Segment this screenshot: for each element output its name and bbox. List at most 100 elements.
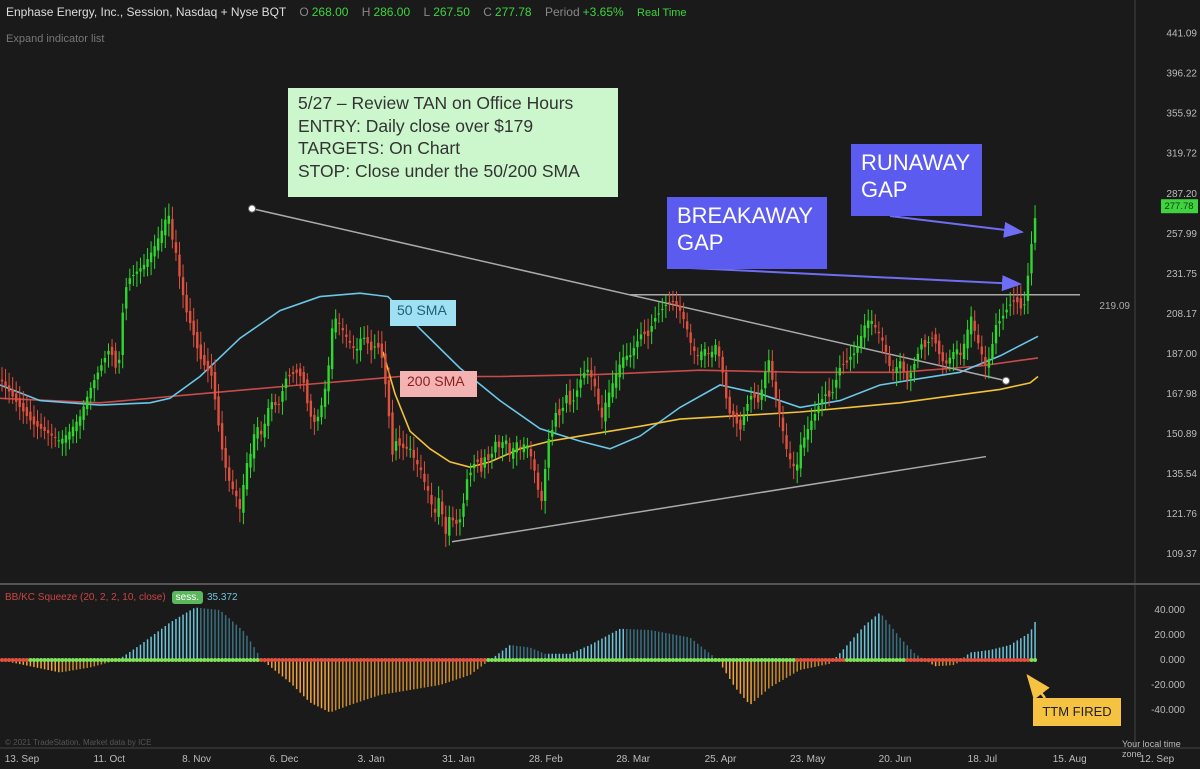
squeeze-off-dot xyxy=(49,658,54,662)
squeeze-off-dot xyxy=(617,658,622,662)
squeeze-off-dot xyxy=(184,658,189,662)
candle-down xyxy=(756,394,760,403)
squeeze-off-dot xyxy=(727,658,732,662)
candle-up xyxy=(657,313,660,315)
squeeze-off-dot xyxy=(855,658,860,662)
candle-down xyxy=(597,388,600,405)
squeeze-off-dot xyxy=(202,658,207,662)
squeeze-off-dot xyxy=(553,658,558,662)
high-value: 286.00 xyxy=(373,5,411,19)
candle-up xyxy=(501,442,504,449)
indicator-value: 35.372 xyxy=(207,592,238,603)
squeeze-off-dot xyxy=(191,658,196,662)
squeeze-off-dot xyxy=(110,658,115,662)
candle-down xyxy=(29,411,32,421)
trade-note: 5/27 – Review TAN on Office Hours ENTRY:… xyxy=(288,88,618,197)
squeeze-off-dot xyxy=(35,658,40,662)
squeeze-on-dot xyxy=(418,658,423,662)
expand-indicator-list[interactable]: Expand indicator list xyxy=(6,33,105,45)
squeeze-on-dot xyxy=(17,658,22,662)
squeeze-off-dot xyxy=(592,658,597,662)
squeeze-on-dot xyxy=(262,658,267,662)
resistance-level-label: 219.09 xyxy=(1099,301,1130,312)
candle-down xyxy=(643,331,646,335)
squeeze-on-dot xyxy=(1008,658,1013,662)
candle-down xyxy=(788,453,792,460)
candle-up xyxy=(86,396,89,410)
candle-down xyxy=(309,400,313,417)
squeeze-off-dot xyxy=(724,658,729,662)
candle-down xyxy=(235,490,238,497)
candle-up xyxy=(458,519,462,523)
squeeze-on-dot xyxy=(326,658,331,662)
candle-down xyxy=(735,412,739,424)
candle-down xyxy=(366,336,369,344)
squeeze-off-dot xyxy=(649,658,654,662)
squeeze-on-dot xyxy=(308,658,313,662)
candle-down xyxy=(416,460,419,465)
candle-down xyxy=(945,360,948,364)
squeeze-on-dot xyxy=(337,658,342,662)
trendline xyxy=(451,455,987,543)
sma50-label: 50 SMA xyxy=(390,300,456,326)
candle-up xyxy=(121,312,124,356)
squeeze-off-dot xyxy=(862,658,867,662)
candle-down xyxy=(476,459,479,462)
squeeze-on-dot xyxy=(408,658,413,662)
candle-down xyxy=(299,368,302,377)
squeeze-on-dot xyxy=(919,658,924,662)
ttm-fired-label: TTM FIRED xyxy=(1033,698,1121,726)
candle-down xyxy=(959,352,962,356)
squeeze-on-dot xyxy=(944,658,949,662)
squeeze-off-dot xyxy=(213,658,217,662)
candle-down xyxy=(387,380,391,417)
candle-up xyxy=(614,373,618,388)
squeeze-on-dot xyxy=(905,658,910,662)
session-badge: sess. xyxy=(171,591,203,604)
squeeze-off-dot xyxy=(142,658,146,662)
squeeze-off-dot xyxy=(557,658,562,662)
candle-down xyxy=(291,372,295,375)
squeeze-on-dot xyxy=(443,658,448,662)
squeeze-on-dot xyxy=(912,658,917,662)
squeeze-off-dot xyxy=(85,658,90,662)
squeeze-on-dot xyxy=(401,658,406,662)
time-tick-label: 18. Jul xyxy=(968,754,997,765)
squeeze-on-dot xyxy=(305,658,310,662)
candle-up xyxy=(813,413,817,421)
candle-down xyxy=(845,360,849,363)
squeeze-off-dot xyxy=(237,658,242,662)
candle-up xyxy=(167,215,171,224)
squeeze-on-dot xyxy=(802,658,807,662)
candle-down xyxy=(46,430,50,434)
squeeze-on-dot xyxy=(24,658,29,662)
squeeze-on-dot xyxy=(355,658,359,662)
time-tick-label: 11. Oct xyxy=(94,754,126,765)
squeeze-off-dot xyxy=(610,658,615,662)
candle-down xyxy=(902,361,905,373)
squeeze-on-dot xyxy=(394,658,399,662)
candle-down xyxy=(341,328,344,331)
candle-up xyxy=(831,392,834,394)
squeeze-on-dot xyxy=(280,658,285,662)
squeeze-on-dot xyxy=(937,658,942,662)
squeeze-off-dot xyxy=(39,658,44,662)
candle-up xyxy=(409,448,412,450)
candle-up xyxy=(710,351,714,358)
candle-up xyxy=(849,356,852,360)
candle-up xyxy=(927,341,930,343)
squeeze-off-dot xyxy=(1029,658,1034,662)
candle-up xyxy=(1026,275,1030,301)
candle-down xyxy=(231,481,234,490)
squeeze-off-dot xyxy=(124,658,129,662)
candle-up xyxy=(969,316,973,335)
squeeze-off-dot xyxy=(28,658,33,662)
candle-up xyxy=(622,357,625,368)
candle-up xyxy=(281,391,284,402)
squeeze-on-dot xyxy=(340,658,345,662)
candle-up xyxy=(330,328,334,370)
candle-up xyxy=(512,448,515,459)
runaway-arrow xyxy=(889,215,1024,238)
note-line-1: 5/27 – Review TAN on Office Hours xyxy=(298,93,574,113)
